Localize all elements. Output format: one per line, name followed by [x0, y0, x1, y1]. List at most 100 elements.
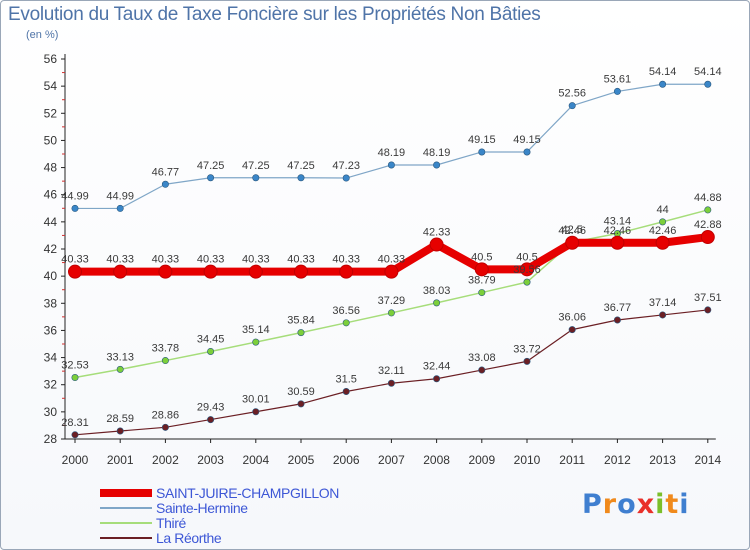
data-point [478, 289, 486, 297]
data-label: 42.46 [558, 225, 586, 237]
data-label: 44 [656, 204, 668, 216]
data-label: 28.86 [152, 409, 180, 421]
data-point [161, 357, 169, 365]
data-point [613, 316, 621, 324]
data-point [433, 299, 441, 307]
data-label: 32.11 [378, 365, 405, 377]
data-point [387, 161, 395, 169]
data-label: 36.77 [604, 302, 632, 314]
data-point [161, 423, 169, 431]
legend-item: Thiré [100, 514, 339, 531]
data-point [387, 379, 395, 387]
logo-letter: i [655, 489, 666, 520]
logo-letter: r [602, 489, 618, 520]
data-label: 40.33 [332, 254, 360, 266]
data-label: 32.53 [61, 360, 89, 372]
data-point [523, 148, 531, 156]
data-label: 38.03 [423, 285, 451, 297]
data-label: 42.5 [561, 224, 582, 236]
y-tick-label: 44 [44, 215, 58, 229]
data-point [207, 174, 215, 182]
legend-item: SAINT-JUIRE-CHAMPGILLON [100, 484, 339, 501]
data-label: 49.15 [468, 134, 496, 146]
x-tick-label: 2005 [288, 453, 315, 467]
data-label: 47.23 [332, 160, 360, 172]
data-point [248, 264, 263, 279]
data-point [252, 338, 260, 346]
data-label: 38.79 [468, 275, 496, 287]
data-label: 36.56 [332, 305, 360, 317]
data-label: 47.25 [197, 160, 225, 172]
data-point [207, 347, 215, 355]
data-point [478, 148, 486, 156]
data-label: 36.06 [558, 312, 586, 324]
data-label: 37.14 [649, 297, 677, 309]
y-tick-label: 28 [44, 432, 58, 446]
data-point [565, 235, 580, 250]
data-label: 40.5 [471, 251, 492, 263]
data-label: 48.19 [423, 147, 451, 159]
logo-letter: t [665, 489, 680, 520]
data-label: 40.33 [152, 254, 180, 266]
x-tick-label: 2000 [62, 453, 89, 467]
data-label: 54.14 [649, 66, 677, 78]
logo-letter: x [636, 489, 656, 520]
data-label: 39.56 [513, 264, 541, 276]
y-tick-label: 46 [44, 188, 58, 202]
data-point [252, 408, 260, 416]
data-label: 42.46 [649, 225, 677, 237]
data-point [700, 230, 715, 245]
data-point [342, 387, 350, 395]
y-tick-label: 56 [44, 52, 58, 66]
data-point [71, 204, 79, 212]
data-label: 44.99 [61, 190, 89, 202]
data-label: 42.46 [604, 225, 632, 237]
proxiti-logo: Proxiti [582, 489, 690, 520]
data-point [659, 80, 667, 88]
logo-letter: o [617, 489, 637, 520]
data-point [71, 374, 79, 382]
logo-letter: P [582, 489, 603, 520]
data-label: 33.13 [106, 351, 134, 363]
x-tick-label: 2014 [694, 453, 721, 467]
data-label: 33.08 [468, 352, 496, 364]
data-label: 42.33 [423, 227, 451, 239]
data-label: 44.99 [106, 190, 134, 202]
data-point [568, 102, 576, 110]
data-label: 53.61 [604, 73, 632, 85]
x-tick-label: 2006 [333, 453, 360, 467]
data-label: 44.88 [694, 192, 722, 204]
data-point [116, 365, 124, 373]
data-label: 40.33 [197, 254, 225, 266]
x-tick-label: 2008 [423, 453, 450, 467]
legend-label: Thiré [156, 514, 186, 531]
data-point [520, 262, 534, 277]
data-point [568, 326, 576, 334]
data-point [613, 87, 621, 95]
data-point [342, 319, 350, 327]
y-tick-label: 36 [44, 323, 58, 337]
data-label: 34.45 [197, 333, 225, 345]
data-point [294, 264, 308, 279]
data-point [429, 237, 444, 252]
x-tick-label: 2009 [468, 453, 495, 467]
legend-label: La Réorthe [156, 529, 222, 546]
data-label: 31.5 [335, 374, 356, 386]
data-point [433, 375, 441, 383]
data-label: 29.43 [197, 402, 225, 414]
legend-label: SAINT-JUIRE-CHAMPGILLON [156, 484, 339, 501]
data-label: 28.31 [61, 417, 89, 429]
data-point [116, 427, 124, 435]
logo-letter: i [679, 489, 690, 520]
data-point [384, 264, 399, 279]
x-tick-label: 2010 [514, 453, 541, 467]
data-label: 33.78 [152, 343, 180, 355]
x-tick-label: 2002 [152, 453, 179, 467]
data-point [610, 235, 625, 250]
y-tick-label: 32 [44, 378, 58, 392]
data-label: 40.33 [287, 254, 315, 266]
data-label: 30.59 [287, 386, 315, 398]
data-point [523, 357, 531, 365]
data-point [474, 262, 489, 277]
